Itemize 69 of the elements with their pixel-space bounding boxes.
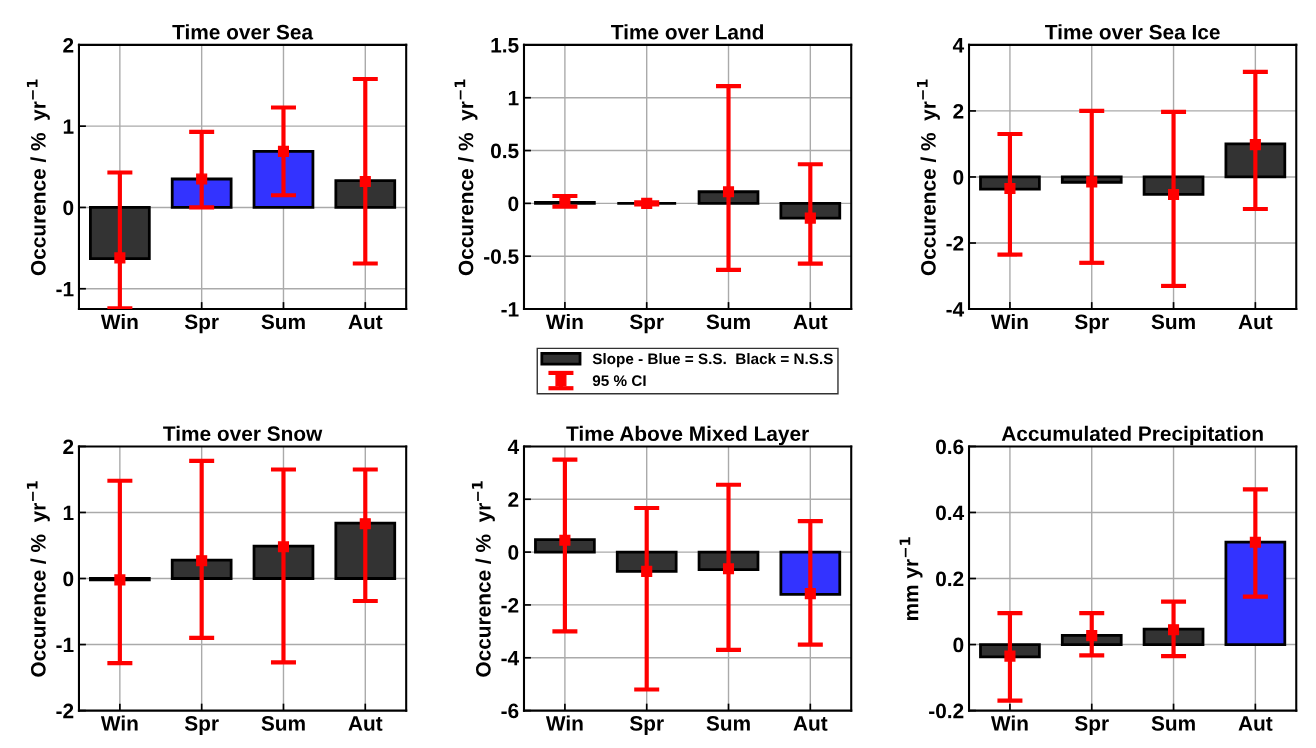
y-tick-label: 0.6 [936,439,964,455]
x-tick-label: Spr [629,314,664,334]
x-tick-label: Spr [629,716,664,735]
x-tick-label: Aut [348,716,383,731]
x-tick-label: Sum [1151,716,1195,731]
y-tick-label: 2 [63,37,74,53]
y-tick-label: 0 [63,571,74,587]
y-tick-label: -2 [56,703,74,719]
y-tick-label: 1 [63,119,74,134]
x-tick-label: Aut [1238,314,1273,330]
y-tick-label: 2 [953,103,964,119]
x-tick-label: Spr [184,716,219,735]
y-tick-label: 4 [952,38,965,53]
chart-title: Time Above Mixed Layer [566,425,809,446]
x-tick-label: Win [100,313,138,330]
legend-label: 95 % CI [592,375,646,387]
y-axis-title: Occurence / % yr$^{−1}$ [26,79,50,276]
y-tick-label: 1 [63,505,74,521]
y-tick-label: -1 [56,637,74,653]
y-tick-label: 0.5 [491,143,519,159]
x-tick-label: Aut [348,314,383,330]
x-tick-label: Win [545,313,583,330]
y-tick-label: -2 [946,236,964,251]
chart-title: Time over Sea [172,24,314,40]
x-tick-label: Spr [1074,716,1109,735]
y-tick-label: 1 [508,90,519,106]
y-tick-label: 2 [63,439,74,454]
y-tick-label: -1 [501,302,519,317]
legend-label: Slope - Blue = S.S. Black = N.S.S [592,352,833,368]
y-tick-label: -0.5 [484,249,519,264]
x-tick-label: Win [100,715,138,731]
y-tick-label: 0 [508,196,519,212]
x-tick-label: Aut [793,716,828,731]
y-axis-title: Occurence / % yr$^{−1}$ [454,79,478,276]
x-tick-label: Sum [706,716,750,731]
y-tick-label: 4 [507,439,520,454]
x-tick-label: Spr [184,314,219,334]
y-tick-label: 0 [63,200,74,216]
y-tick-label: -4 [501,650,520,666]
y-tick-label: 0 [953,169,964,185]
x-tick-label: Aut [1238,716,1273,731]
chart-title: Time over Land [611,24,764,40]
x-tick-label: Win [990,715,1028,731]
y-tick-label: -2 [501,597,519,613]
y-tick-label: -4 [946,302,965,317]
y-axis-title: Occurence / % yr$^{−1}$ [916,79,940,276]
x-tick-label: Sum [706,314,750,330]
y-tick-label: 0 [508,545,519,560]
x-tick-label: Sum [1151,314,1195,330]
x-tick-label: Win [545,715,583,731]
y-axis-title: Occurence / % yr$^{−1}$ [471,481,495,677]
y-axis-title: Occurence / % yr$^{−1}$ [26,481,50,677]
chart-title: Time over Snow [163,425,323,442]
y-tick-label: -0.2 [929,703,964,719]
y-tick-label: -6 [501,703,519,719]
y-tick-label: 2 [508,492,519,507]
y-tick-label: 1.5 [491,38,519,53]
y-tick-label: 0.4 [936,505,965,521]
x-tick-label: Win [990,313,1028,330]
x-tick-label: Sum [261,716,305,731]
x-tick-label: Sum [261,314,305,330]
x-tick-label: Spr [1074,314,1109,334]
y-axis-title: mm yr$^{−1}$ [899,537,923,621]
chart-title: Accumulated Precipitation [1001,425,1263,446]
y-tick-label: 0 [953,637,964,653]
y-tick-label: -1 [56,281,74,297]
y-tick-label: 0.2 [936,571,964,587]
x-tick-label: Aut [793,314,828,330]
chart-title: Time over Sea Ice [1045,24,1220,40]
